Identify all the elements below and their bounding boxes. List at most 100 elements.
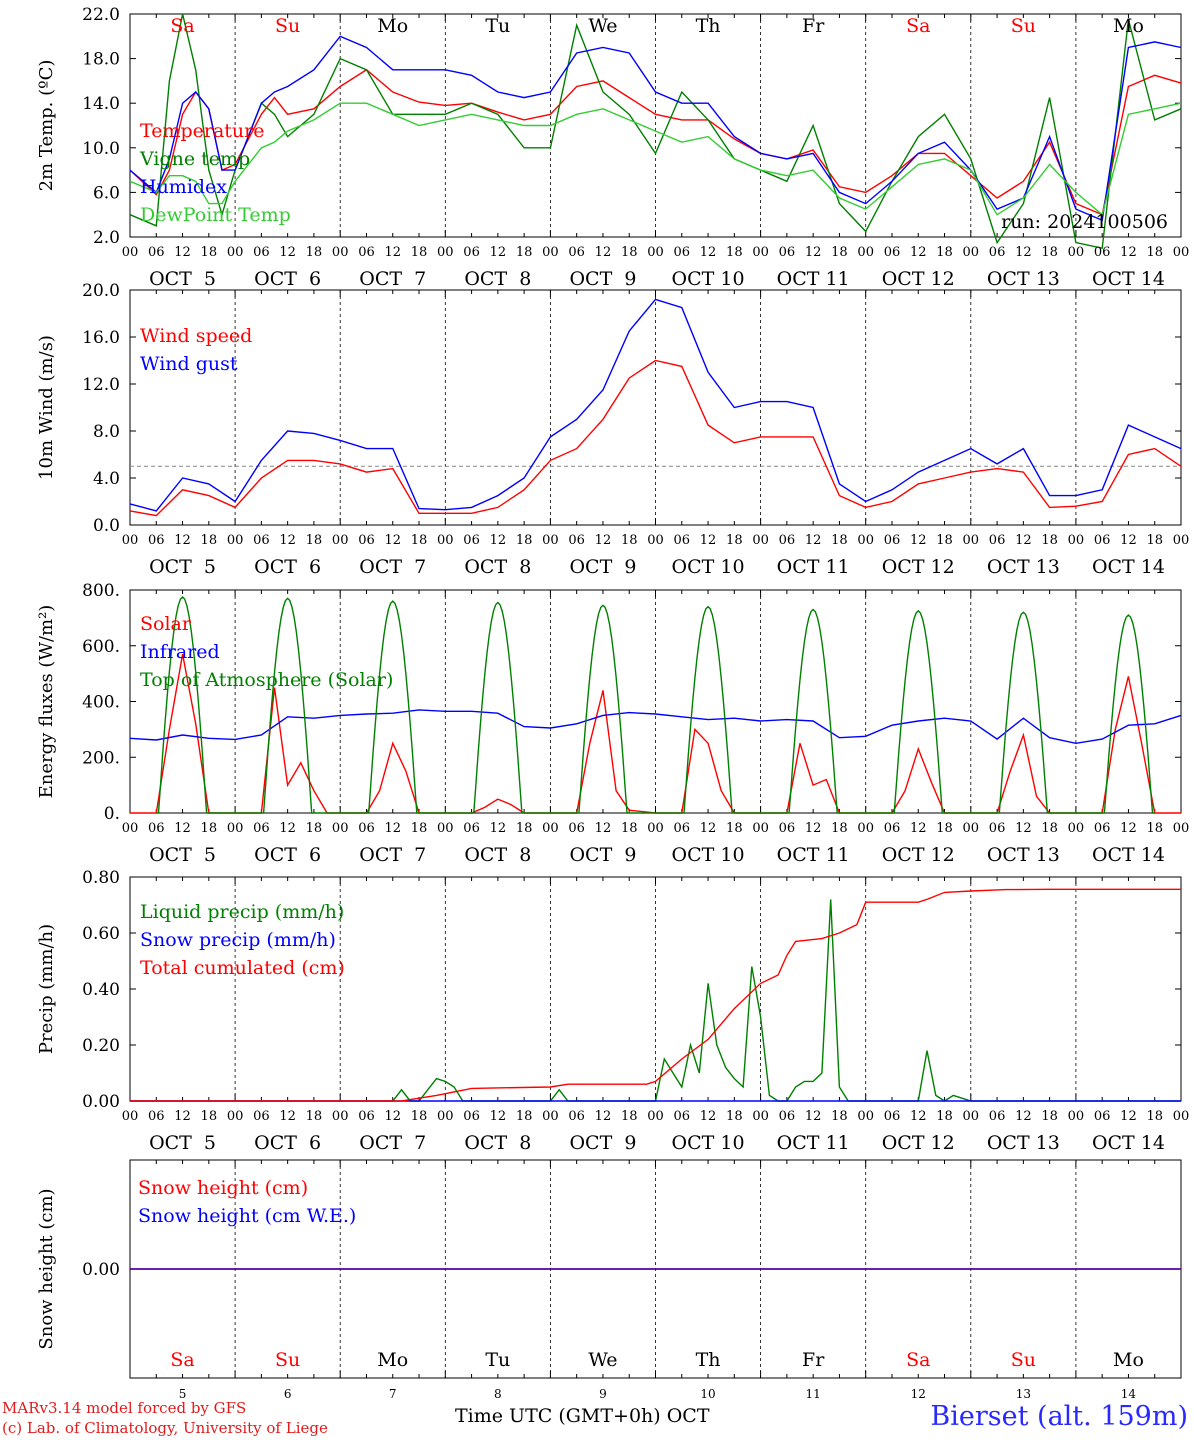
x-hour-label: 12 <box>490 245 507 260</box>
station-label: Bierset (alt. 159m) <box>930 1401 1188 1432</box>
x-hour-label: 00 <box>647 245 664 260</box>
x-hour-label: 12 <box>1015 821 1032 836</box>
x-hour-label: 18 <box>621 1109 638 1124</box>
legend-entry: Total cumulated (cm) <box>140 957 345 979</box>
x-hour-label: 00 <box>752 1109 769 1124</box>
x-date-label: OCT 7 <box>359 556 426 578</box>
x-hour-label: 00 <box>227 1109 244 1124</box>
x-hour-label: 00 <box>122 1109 139 1124</box>
plot-frame <box>129 589 1182 814</box>
series-line-solar <box>130 653 1181 814</box>
x-hour-label: 06 <box>358 1109 375 1124</box>
day-number-label: 8 <box>494 1387 502 1401</box>
x-hour-label: 00 <box>542 1109 559 1124</box>
x-hour-label: 06 <box>779 533 796 548</box>
legend-entry: Humidex <box>140 176 227 198</box>
x-hour-label: 00 <box>332 245 349 260</box>
x-hour-label: 00 <box>1068 245 1085 260</box>
x-hour-label: 12 <box>805 245 822 260</box>
x-date-label: OCT 9 <box>569 556 636 578</box>
x-hour-label: 18 <box>306 821 323 836</box>
x-hour-label: 06 <box>253 245 270 260</box>
x-date-label: OCT 13 <box>987 844 1060 866</box>
x-hour-label: 18 <box>411 533 428 548</box>
y-tick-label: 0.00 <box>82 1260 120 1280</box>
weekday-label-bottom: Sa <box>170 1349 194 1371</box>
x-hour-label: 12 <box>1120 821 1137 836</box>
x-hour-label: 00 <box>437 1109 454 1124</box>
x-hour-label: 00 <box>437 533 454 548</box>
legend-entry: Top of Atmosphere (Solar) <box>140 669 393 691</box>
x-date-label: OCT 9 <box>569 844 636 866</box>
x-hour-label: 18 <box>1041 533 1058 548</box>
x-hour-label: 18 <box>831 1109 848 1124</box>
x-hour-label: 12 <box>700 821 717 836</box>
legend-entry: Temperature <box>140 120 264 142</box>
x-hour-label: 06 <box>253 1109 270 1124</box>
x-hour-label: 18 <box>516 245 533 260</box>
x-hour-label: 18 <box>936 533 953 548</box>
model-credit: MARv3.14 model forced by GFS <box>2 1399 247 1417</box>
day-number-label: 11 <box>806 1387 821 1401</box>
x-date-label: OCT 7 <box>359 1132 426 1154</box>
x-hour-label: 12 <box>174 1109 191 1124</box>
weekday-label-top: Mo <box>1113 15 1144 37</box>
series-line-liquid-precip-mm-h- <box>130 899 1181 1102</box>
x-hour-label: 18 <box>936 1109 953 1124</box>
x-hour-label: 18 <box>831 533 848 548</box>
x-hour-label: 18 <box>411 1109 428 1124</box>
x-hour-label: 12 <box>1120 245 1137 260</box>
y-tick-label: 0.00 <box>82 1092 120 1112</box>
x-date-label: OCT 10 <box>672 1132 745 1154</box>
y-tick-label: 14.0 <box>82 94 120 114</box>
x-hour-label: 00 <box>122 245 139 260</box>
x-hour-label: 18 <box>621 821 638 836</box>
x-hour-label: 12 <box>805 1109 822 1124</box>
x-hour-label: 06 <box>779 821 796 836</box>
x-hour-label: 00 <box>752 821 769 836</box>
series-line-infrared <box>129 709 1182 745</box>
x-hour-label: 06 <box>148 821 165 836</box>
legend-entry: Infrared <box>140 641 220 663</box>
y-tick-label: 16.0 <box>82 328 120 348</box>
x-hour-label: 00 <box>1173 1109 1190 1124</box>
x-hour-label: 00 <box>332 1109 349 1124</box>
weekday-label-bottom: Mo <box>377 1349 408 1371</box>
x-hour-label: 18 <box>621 533 638 548</box>
legend-entry: Wind speed <box>140 325 252 347</box>
x-hour-label: 06 <box>779 245 796 260</box>
x-hour-label: 12 <box>384 1109 401 1124</box>
x-date-label: OCT 5 <box>149 844 216 866</box>
x-date-label: OCT 14 <box>1092 268 1165 290</box>
weekday-label-top: Sa <box>906 15 930 37</box>
series-line-dewpoint-temp <box>129 102 1182 216</box>
x-hour-label: 00 <box>857 1109 874 1124</box>
y-tick-label: 22.0 <box>82 5 120 25</box>
panel-3: 0. 200. 400. 600. 800. Energy fluxes (W/m²) So… <box>36 581 1189 866</box>
legend-entry: Vigne temp <box>139 148 250 170</box>
x-hour-label: 06 <box>148 1109 165 1124</box>
x-date-label: OCT 11 <box>777 844 850 866</box>
x-date-label: OCT 11 <box>777 556 850 578</box>
weekday-label-top: Sa <box>170 15 194 37</box>
x-date-label: OCT 8 <box>464 1132 531 1154</box>
weekday-label-bottom: Su <box>1011 1349 1036 1371</box>
y-tick-label: 0.0 <box>93 516 120 536</box>
y-tick-label: 0.20 <box>82 1036 120 1056</box>
x-hour-label: 18 <box>1146 245 1163 260</box>
x-hour-label: 18 <box>726 533 743 548</box>
x-hour-label: 06 <box>884 533 901 548</box>
x-hour-label: 18 <box>726 1109 743 1124</box>
y-tick-label: 0. <box>104 804 120 824</box>
x-hour-label: 00 <box>647 821 664 836</box>
y-tick-label: 0.80 <box>82 868 120 888</box>
x-hour-label: 18 <box>201 245 218 260</box>
series-line-wind-speed <box>129 359 1182 517</box>
y-tick-label: 20.0 <box>82 281 120 301</box>
x-hour-label: 00 <box>1173 533 1190 548</box>
x-hour-label: 00 <box>227 533 244 548</box>
panel-1: 2.0 6.0 10.0 14.0 18.0 22.0 2m Temp. (ºC) Tempe… <box>36 5 1189 290</box>
x-hour-label: 00 <box>963 533 980 548</box>
weekday-label-top: Su <box>1011 15 1036 37</box>
y-axis-label: Precip (mm/h) <box>36 924 57 1054</box>
